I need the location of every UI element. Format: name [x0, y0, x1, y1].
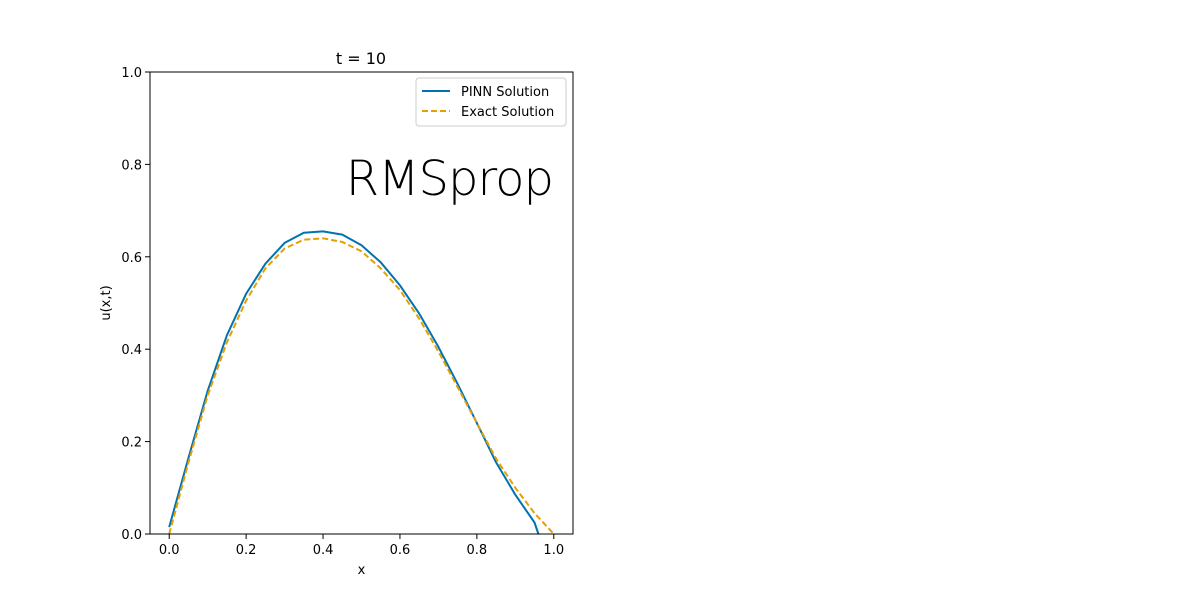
series-layer: [168, 230, 555, 535]
series-line-pinn: [168, 230, 540, 535]
x-tick-label: 0.6: [390, 543, 411, 558]
y-tick-label: 0.2: [121, 436, 142, 451]
legend-box: [415, 77, 567, 127]
x-tick-label: 0.4: [313, 543, 334, 558]
plot-area-frame: [149, 71, 574, 535]
y-tick-label: 0.6: [121, 251, 142, 266]
ticks-layer: 0.0 0.2 0.4 0.6 0.8 1.0 0.0 0.2 0.4 0.6 0.8 1.0: [121, 66, 564, 558]
x-tick-label: 0.8: [467, 543, 488, 558]
y-tick-label: 0.4: [121, 343, 142, 358]
y-tick-label: 0.8: [121, 158, 142, 173]
series-line-exact: [168, 237, 555, 535]
y-axis-label: u(x,t): [99, 285, 114, 320]
legend: PINN Solution Exact Solution: [415, 77, 567, 127]
legend-label-pinn: PINN Solution: [461, 85, 549, 100]
legend-label-exact: Exact Solution: [461, 105, 554, 120]
x-tick-label: 1.0: [543, 543, 564, 558]
x-tick-label: 0.0: [159, 543, 180, 558]
x-tick-label: 0.2: [236, 543, 257, 558]
optimizer-annotation: RMSprop: [346, 151, 553, 207]
y-tick-label: 0.0: [121, 528, 142, 543]
y-tick-label: 1.0: [121, 66, 142, 81]
x-axis-label: x: [358, 563, 366, 578]
chart-title: t = 10: [336, 49, 386, 68]
